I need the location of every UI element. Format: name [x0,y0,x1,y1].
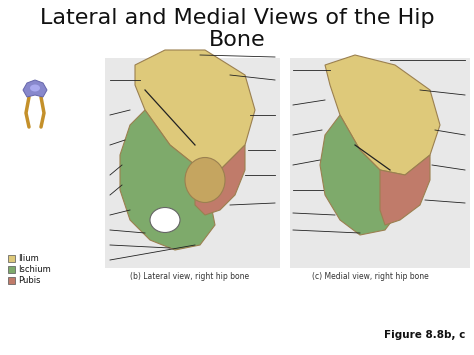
Bar [105,58,280,268]
Bar [8,255,15,262]
Text: Ischium: Ischium [18,265,51,274]
Bar [8,266,15,273]
Polygon shape [380,155,430,225]
Ellipse shape [30,84,40,92]
Text: Bone: Bone [209,30,265,50]
Bar [8,277,15,284]
Polygon shape [135,50,255,170]
Text: Ilium: Ilium [18,254,39,263]
Ellipse shape [150,208,180,233]
Ellipse shape [185,158,225,202]
Polygon shape [120,110,215,250]
Polygon shape [195,145,245,215]
Text: Figure 8.8b, c: Figure 8.8b, c [383,330,465,340]
Bar [290,58,470,268]
Polygon shape [320,115,400,235]
Text: (c) Medial view, right hip bone: (c) Medial view, right hip bone [311,272,428,281]
Text: Pubis: Pubis [18,276,40,285]
Polygon shape [325,55,440,175]
Text: (b) Lateral view, right hip bone: (b) Lateral view, right hip bone [130,272,250,281]
Text: Lateral and Medial Views of the Hip: Lateral and Medial Views of the Hip [40,8,434,28]
Polygon shape [23,80,47,97]
